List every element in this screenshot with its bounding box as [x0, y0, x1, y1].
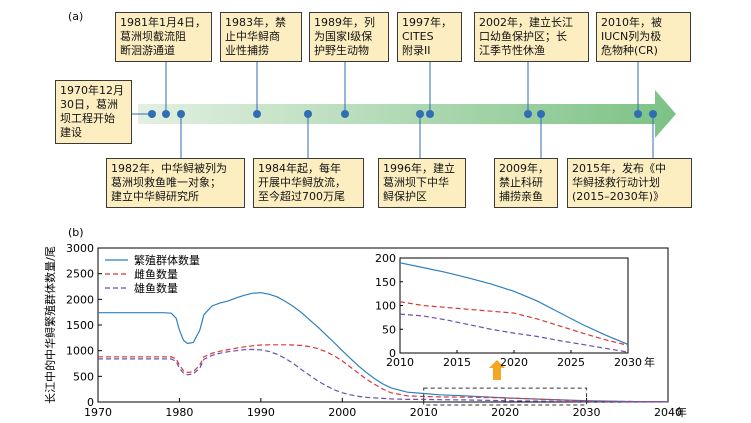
inset-series-line-0: [399, 262, 629, 345]
x-tick-label: 2000: [328, 406, 356, 419]
dot-1970: [148, 110, 156, 118]
inset-x-tick-label: 2010: [386, 356, 414, 369]
inset-series-line-2: [399, 313, 629, 353]
event-box-2002: 2002年，建立长江 口幼鱼保护区；长 江季节性休渔: [474, 12, 589, 62]
timeline-connectors: [132, 62, 654, 158]
event-box-1997: 1997年， CITES 附录II: [397, 12, 462, 62]
y-tick-label: 3000: [66, 242, 94, 255]
event-box-1982: 1982年，中华鲟被列为 葛洲坝救鱼唯一对象； 建立中华鲟研究所: [106, 158, 245, 208]
dot-2009: [537, 110, 545, 118]
inset-x-tick-label: 2030: [614, 356, 642, 369]
event-box-1989: 1989年，列 为国家I级保 护野生动物: [309, 12, 389, 62]
event-box-2015: 2015年，发布《中 华鲟拯救行动计划 (2015–2030年)》: [567, 158, 692, 208]
x-tick-label: 1990: [247, 406, 275, 419]
dot-2015: [649, 110, 657, 118]
x-tick-label: 2020: [491, 406, 519, 419]
inset-x-unit-label: 年: [644, 355, 655, 369]
y-tick-label: 500: [73, 370, 94, 383]
x-tick-label: 2040: [654, 406, 682, 419]
series-line-2: [98, 348, 669, 403]
x-tick-label: 2030: [573, 406, 601, 419]
event-box-1984: 1984年起，每年 开展中华鲟放流， 至今超过700万尾: [253, 158, 364, 208]
legend-label-1: 雌鱼数量: [134, 267, 178, 281]
panel-a-label: (a): [68, 10, 84, 23]
series-line-0: [98, 292, 669, 403]
y-tick-label: 1000: [66, 345, 94, 358]
inset-y-tick-label: 50: [382, 323, 396, 336]
y-tick-label: 2000: [66, 293, 94, 306]
event-box-1996: 1996年，建立 葛洲坝下中华 鲟保护区: [378, 158, 466, 208]
inset-y-tick-label: 0: [389, 347, 396, 360]
timeline-dots: [148, 110, 657, 118]
x-tick-label: 1980: [165, 406, 193, 419]
series-line-1: [98, 344, 669, 403]
legend-label-2: 雄鱼数量: [134, 281, 178, 295]
highlight-window: [423, 387, 588, 406]
panel-b-label: (b): [68, 226, 84, 239]
y-tick-label: 1500: [66, 319, 94, 332]
x-tick-label: 2010: [410, 406, 438, 419]
inset-x-tick-label: 2025: [557, 356, 585, 369]
dot-1981: [162, 110, 170, 118]
y-tick-label: 0: [87, 396, 94, 409]
y-axis-label: 长江中的中华鲟繁殖群体数量/尾: [43, 246, 57, 404]
event-box-2009: 2009年， 禁止科研 捕捞亲鱼: [494, 158, 558, 208]
inset-y-tick-label: 200: [375, 252, 396, 265]
dot-2002: [524, 110, 532, 118]
dot-1997: [426, 110, 434, 118]
x-unit-label: 年: [676, 405, 687, 419]
dot-1983: [253, 110, 261, 118]
inset-y-tick-label: 100: [375, 300, 396, 313]
event-box-1981: 1981年1月4日， 葛洲坝截流阻 断洄游通道: [115, 12, 212, 62]
inset-x-tick-label: 2020: [500, 356, 528, 369]
inset-x-tick-label: 2015: [443, 356, 471, 369]
inset-series-line-1: [399, 301, 629, 346]
main-chart: (b)1970 1980 1990 2000 2010 2020 2030 2040年0500…: [43, 226, 687, 419]
timeline-arrow: [138, 90, 676, 138]
inset-y-tick-label: 150: [375, 276, 396, 289]
event-box-2010: 2010年，被 IUCN列为极 危物种(CR): [596, 12, 691, 62]
dot-1982: [177, 110, 185, 118]
x-tick-label: 1970: [84, 406, 112, 419]
zoom-arrow: [489, 360, 505, 380]
legend-label-0: 繁殖群体数量: [134, 253, 200, 267]
dot-1996: [416, 110, 424, 118]
event-box-1970: 1970年12月 30日，葛洲 坝工程开始 建设: [55, 80, 132, 144]
event-box-1983: 1983年，禁 止中华鲟商 业性捕捞: [220, 12, 302, 62]
y-tick-label: 2500: [66, 268, 94, 281]
dot-2010: [634, 110, 642, 118]
inset-frame: [399, 257, 629, 354]
dot-1989: [341, 110, 349, 118]
dot-1984: [304, 110, 312, 118]
